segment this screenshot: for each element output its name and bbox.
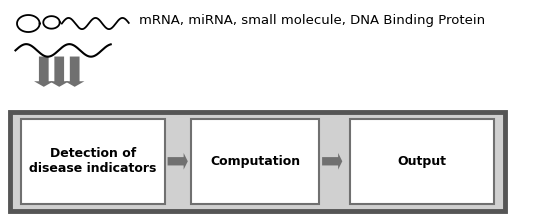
- FancyBboxPatch shape: [10, 112, 505, 211]
- Text: Output: Output: [398, 155, 447, 168]
- FancyBboxPatch shape: [190, 119, 320, 204]
- Text: Computation: Computation: [210, 155, 300, 168]
- Text: mRNA, miRNA, small molecule, DNA Binding Protein: mRNA, miRNA, small molecule, DNA Binding…: [139, 14, 485, 27]
- FancyBboxPatch shape: [350, 119, 494, 204]
- FancyBboxPatch shape: [20, 119, 165, 204]
- Text: Detection of
disease indicators: Detection of disease indicators: [29, 147, 156, 175]
